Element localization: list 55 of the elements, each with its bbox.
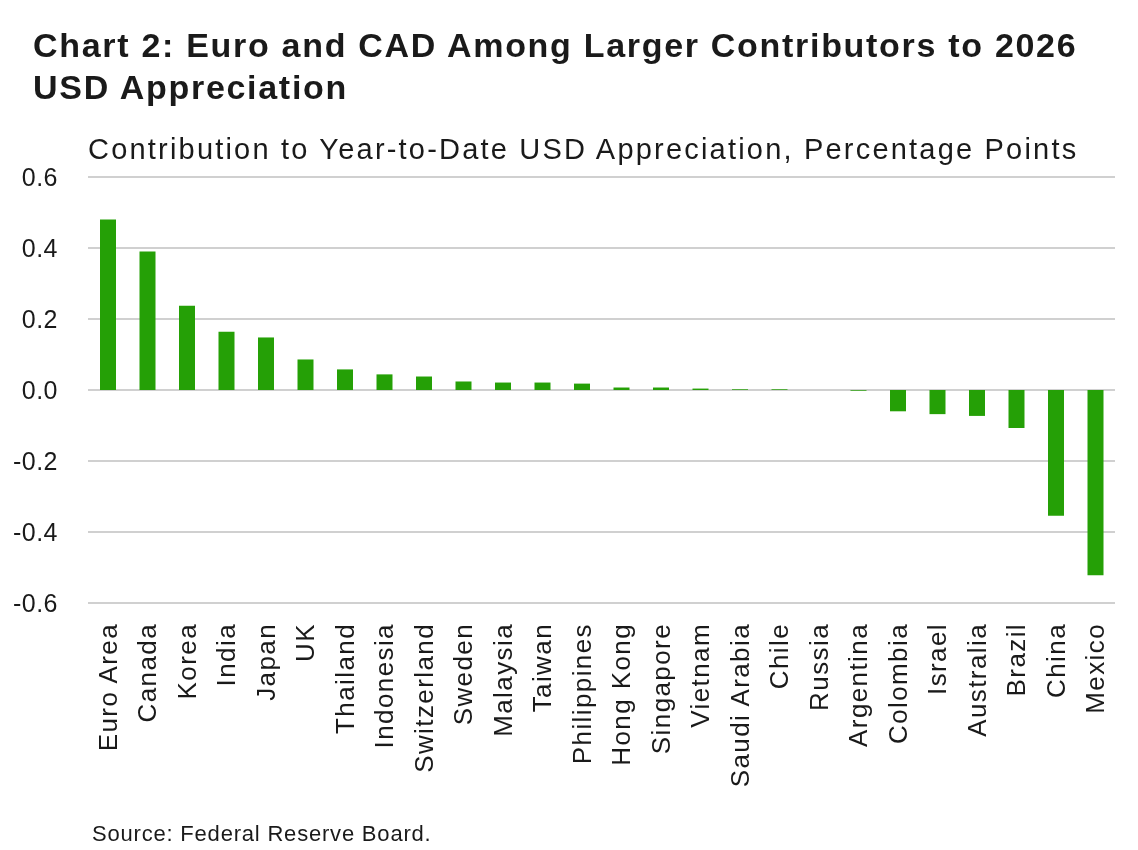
y-tick-label: 0.4 bbox=[21, 234, 58, 262]
bar bbox=[1048, 390, 1064, 516]
x-tick-label: Singapore bbox=[645, 623, 676, 755]
bar bbox=[100, 219, 116, 390]
bar bbox=[455, 381, 472, 390]
bar bbox=[258, 337, 274, 390]
chart-title: Chart 2: Euro and CAD Among Larger Contributors to 2026 USD Appreciation bbox=[33, 25, 1079, 108]
x-tick-label: Russia bbox=[803, 623, 834, 711]
bar bbox=[574, 383, 590, 390]
x-tick-label: Hong Kong bbox=[606, 623, 637, 766]
x-tick-label: Korea bbox=[171, 623, 202, 700]
bar bbox=[929, 390, 946, 415]
x-tick-label: Australia bbox=[961, 623, 992, 737]
x-tick-label: Colombia bbox=[882, 623, 913, 745]
y-tick-label: -0.4 bbox=[12, 518, 58, 546]
x-tick-label: Switzerland bbox=[408, 623, 439, 773]
bar bbox=[179, 305, 195, 390]
x-tick-label: UK bbox=[290, 623, 321, 662]
x-tick-label: Thailand bbox=[329, 623, 360, 734]
source-note: Source: Federal Reserve Board. bbox=[92, 820, 432, 848]
bar bbox=[890, 390, 906, 412]
x-tick-label: Euro Area bbox=[92, 623, 123, 752]
y-tick-label: 0.2 bbox=[21, 305, 58, 333]
y-tick-label: 0.6 bbox=[21, 163, 58, 191]
bar bbox=[297, 359, 314, 390]
x-tick-label: Mexico bbox=[1080, 623, 1111, 714]
x-tick-label: Sweden bbox=[448, 623, 479, 726]
bar bbox=[1008, 390, 1025, 428]
x-tick-label: Saudi Arabia bbox=[724, 623, 755, 788]
x-tick-label: Indonesia bbox=[369, 623, 400, 749]
bar bbox=[1087, 390, 1104, 576]
bar bbox=[495, 382, 511, 390]
x-tick-label: Brazil bbox=[1001, 623, 1032, 697]
bar bbox=[969, 390, 985, 416]
x-tick-label: Japan bbox=[250, 623, 281, 701]
x-tick-label: India bbox=[211, 623, 242, 687]
bar bbox=[534, 382, 551, 390]
y-tick-label: -0.6 bbox=[12, 589, 58, 617]
bar bbox=[416, 376, 432, 390]
x-tick-label: Chile bbox=[764, 623, 795, 690]
x-tick-label: Philippines bbox=[566, 623, 597, 765]
bar bbox=[218, 331, 235, 390]
x-tick-label: China bbox=[1040, 623, 1071, 698]
x-tick-label: Taiwan bbox=[527, 623, 558, 713]
y-tick-label: -0.2 bbox=[12, 447, 58, 475]
x-tick-label: Argentina bbox=[843, 623, 874, 747]
bar bbox=[376, 374, 393, 390]
bar bbox=[139, 251, 156, 390]
bar bbox=[337, 369, 353, 390]
x-tick-label: Vietnam bbox=[685, 623, 716, 728]
x-tick-label: Malaysia bbox=[487, 623, 518, 737]
x-tick-label: Canada bbox=[132, 623, 163, 723]
y-tick-label: 0.0 bbox=[21, 376, 58, 404]
chart-subtitle: Contribution to Year-to-Date USD Appreciation, Percentage Points bbox=[88, 132, 1079, 167]
x-tick-label: Israel bbox=[922, 623, 953, 695]
